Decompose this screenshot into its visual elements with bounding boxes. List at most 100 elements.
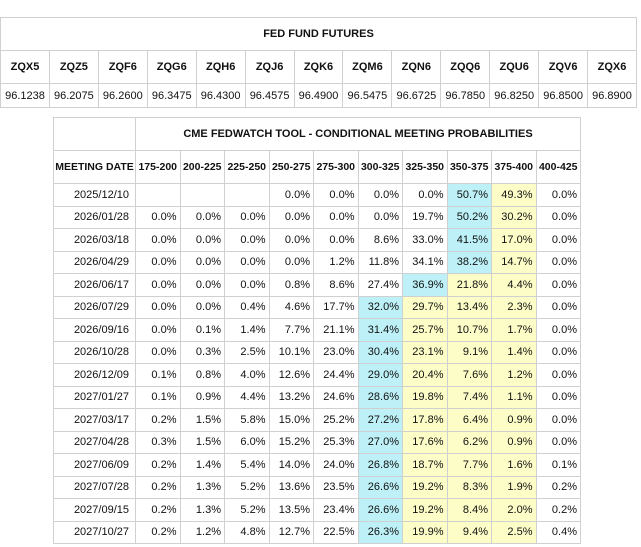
contract-price: 96.2600 (97, 83, 148, 108)
range-header: 275-300 (313, 150, 359, 184)
probability: 0.0% (268, 228, 314, 252)
probability: 0.0% (535, 273, 581, 297)
probability: 0.0% (179, 205, 225, 229)
probability: 34.1% (402, 250, 448, 274)
contract-code: ZQQ6 (440, 50, 491, 84)
probability: 9.1% (446, 340, 492, 364)
probability: 0.4% (535, 520, 581, 544)
probability: 0.9% (491, 408, 537, 432)
probability: 0.0% (535, 340, 581, 364)
probability: 5.2% (224, 475, 270, 499)
probability: 6.4% (446, 408, 492, 432)
probability: 0.0% (535, 363, 581, 387)
probability: 26.6% (357, 498, 403, 522)
probability: 0.0% (535, 430, 581, 454)
probability: 5.4% (224, 453, 270, 477)
meeting-date: 2026/03/18 (53, 228, 136, 252)
probability: 19.8% (402, 385, 448, 409)
date-header: MEETING DATE (53, 150, 136, 184)
probability: 29.7% (402, 295, 448, 319)
probability: 13.5% (268, 498, 314, 522)
price-row: 96.1238 96.2075 96.2600 96.3475 96.4300 96.45… (0, 83, 637, 108)
range-header: 200-225 (179, 150, 225, 184)
contract-code: ZQX5 (0, 50, 50, 84)
title-row: CME FEDWATCH TOOL - CONDITIONAL MEETING … (53, 117, 581, 151)
probability: 19.9% (402, 520, 448, 544)
contract-code: ZQZ5 (48, 50, 99, 84)
probability: 25.7% (402, 318, 448, 342)
meeting-date: 2027/04/28 (53, 430, 136, 454)
contract-code: ZQJ6 (244, 50, 295, 84)
probability: 0.0% (313, 183, 359, 207)
meeting-row: 2026/10/28 0.0% 0.3% 2.5% 10.1% 23.0% 30.4% 23.… (53, 340, 581, 364)
probability: 1.5% (179, 408, 225, 432)
range-header: 375-400 (491, 150, 537, 184)
probability: 18.7% (402, 453, 448, 477)
probability: 0.0% (224, 250, 270, 274)
probability: 1.6% (491, 453, 537, 477)
meeting-row: 2027/07/28 0.2% 1.3% 5.2% 13.6% 23.5% 26.6% 19.… (53, 475, 581, 499)
meeting-date: 2027/10/27 (53, 520, 136, 544)
meeting-row: 2026/07/29 0.0% 0.0% 0.4% 4.6% 17.7% 32.0% 29.7… (53, 295, 581, 319)
probability: 0.0% (535, 183, 581, 207)
probability: 0.0% (135, 205, 181, 229)
contract-price: 96.4575 (244, 83, 295, 108)
probability (135, 183, 181, 207)
contract-code: ZQX6 (587, 50, 637, 84)
probability: 0.0% (402, 183, 448, 207)
contract-code: ZQM6 (342, 50, 393, 84)
probability: 8.6% (357, 228, 403, 252)
probability: 23.5% (313, 475, 359, 499)
probability: 7.7% (268, 318, 314, 342)
probability: 27.0% (357, 430, 403, 454)
probability: 0.2% (535, 475, 581, 499)
contract-code: ZQV6 (538, 50, 589, 84)
probability: 0.0% (313, 205, 359, 229)
probability: 20.4% (402, 363, 448, 387)
probability: 0.0% (224, 273, 270, 297)
probability: 15.0% (268, 408, 314, 432)
probability: 1.2% (179, 520, 225, 544)
probability: 17.6% (402, 430, 448, 454)
contract-code: ZQH6 (195, 50, 246, 84)
probability: 0.0% (535, 205, 581, 229)
probability: 23.4% (313, 498, 359, 522)
probability: 23.1% (402, 340, 448, 364)
meeting-row: 2026/01/28 0.0% 0.0% 0.0% 0.0% 0.0% 0.0% 19.7% 5… (53, 205, 581, 229)
contract-code: ZQF6 (97, 50, 148, 84)
probability: 0.2% (535, 498, 581, 522)
code-row: ZQX5 ZQZ5 ZQF6 ZQG6 ZQH6 ZQJ6 ZQK6 ZQM6 ZQN6 ZQQ6… (0, 50, 637, 84)
probability: 1.9% (491, 475, 537, 499)
probability: 4.4% (224, 385, 270, 409)
probability: 2.5% (491, 520, 537, 544)
probability: 0.0% (135, 273, 181, 297)
meeting-row: 2026/12/09 0.1% 0.8% 4.0% 12.6% 24.4% 29.0% 20.… (53, 363, 581, 387)
probability: 0.4% (224, 295, 270, 319)
meeting-date: 2027/07/28 (53, 475, 136, 499)
meeting-date: 2027/06/09 (53, 453, 136, 477)
meeting-row: 2027/06/09 0.2% 1.4% 5.4% 14.0% 24.0% 26.8% 18.… (53, 453, 581, 477)
probability: 11.8% (357, 250, 403, 274)
range-header: 400-425 (535, 150, 581, 184)
probability: 49.3% (491, 183, 537, 207)
probability: 41.5% (446, 228, 492, 252)
probability: 10.1% (268, 340, 314, 364)
probability: 24.4% (313, 363, 359, 387)
probability: 8.6% (313, 273, 359, 297)
probability: 4.8% (224, 520, 270, 544)
probability: 26.8% (357, 453, 403, 477)
contract-code: ZQG6 (146, 50, 197, 84)
meeting-date: 2027/03/17 (53, 408, 136, 432)
meeting-date: 2026/10/28 (53, 340, 136, 364)
probability (179, 183, 225, 207)
probability: 0.0% (357, 205, 403, 229)
range-header: 300-325 (357, 150, 403, 184)
probability: 0.0% (535, 318, 581, 342)
probability: 25.3% (313, 430, 359, 454)
probability: 0.0% (179, 228, 225, 252)
probability: 5.2% (224, 498, 270, 522)
header-row: MEETING DATE 175-200 200-225 225-250 250-275… (53, 150, 581, 184)
contract-price: 96.8900 (587, 83, 637, 108)
probability: 32.0% (357, 295, 403, 319)
contract-price: 96.2075 (48, 83, 99, 108)
